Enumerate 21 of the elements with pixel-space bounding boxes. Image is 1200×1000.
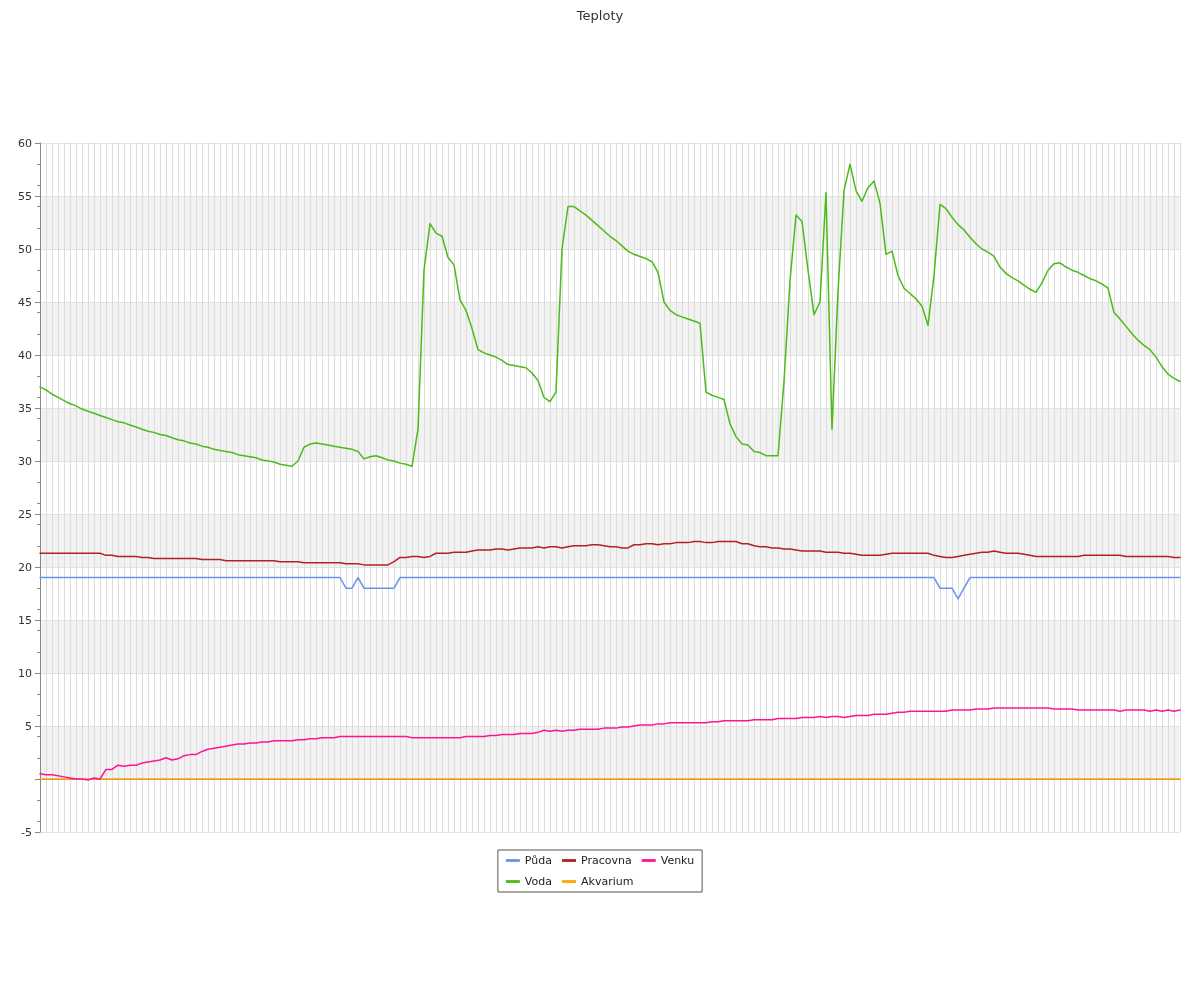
y-tick-label: 55 <box>18 189 32 203</box>
y-tick-label: 25 <box>18 507 32 521</box>
line-series <box>39 540 1181 566</box>
y-tick-label: 10 <box>18 666 32 680</box>
legend-label: Venku <box>660 854 695 867</box>
y-tick-label: -5 <box>21 825 32 839</box>
y-tick-label: 35 <box>18 401 32 415</box>
y-tick-label: 20 <box>18 560 32 574</box>
legend-label: Akvarium <box>581 875 634 888</box>
legend-label: Pracovna <box>581 854 632 867</box>
y-tick-label: 40 <box>18 348 32 362</box>
y-tick-label: 5 <box>25 719 32 733</box>
y-tick-label: 15 <box>18 613 32 627</box>
y-tick-label: 50 <box>18 242 32 256</box>
chart-title: Teploty <box>575 8 624 23</box>
line-series <box>39 163 1181 468</box>
y-tick-label: 45 <box>18 295 32 309</box>
legend-label: Půda <box>524 854 553 867</box>
y-tick-label: 60 <box>18 136 32 150</box>
legend-label: Voda <box>524 875 552 888</box>
y-tick-label: 30 <box>18 454 32 468</box>
